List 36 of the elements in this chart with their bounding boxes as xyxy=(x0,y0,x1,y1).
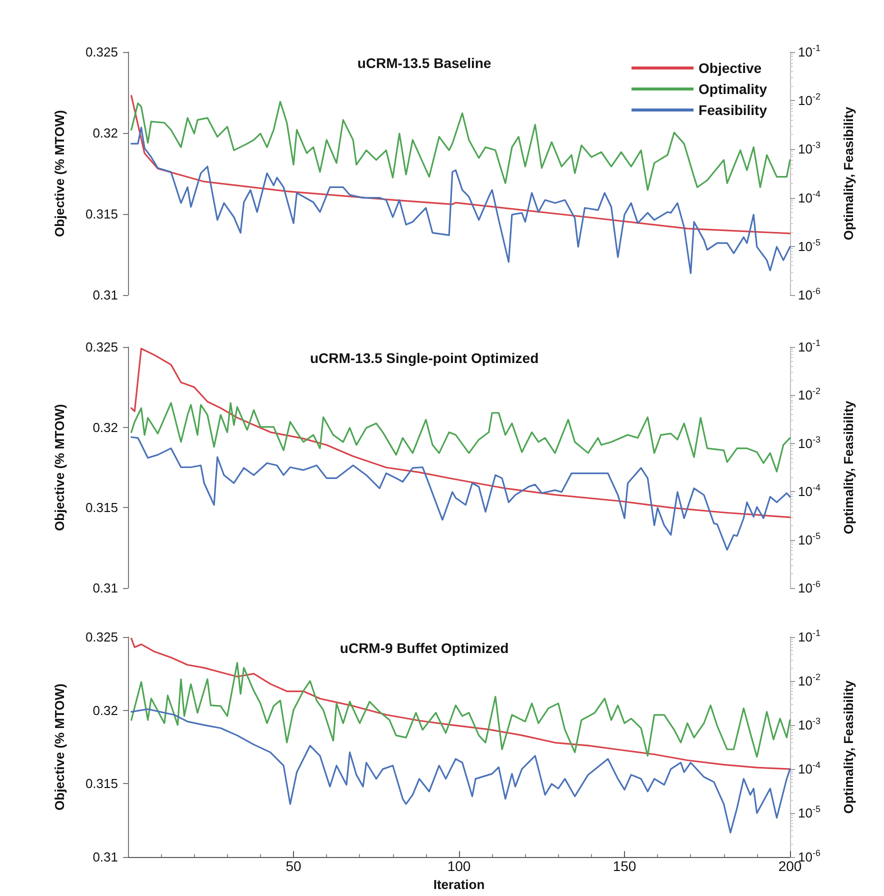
legend-label: Feasibility xyxy=(698,102,768,118)
chart-title: uCRM-13.5 Baseline xyxy=(357,55,492,71)
legend-label: Objective xyxy=(698,60,762,76)
chart-title: uCRM-9 Buffet Optimized xyxy=(340,640,509,656)
y-tick-label: 0.31 xyxy=(92,580,118,596)
y-tick-label: 0.31 xyxy=(92,850,118,865)
x-tick-label: 50 xyxy=(286,858,302,874)
line-series xyxy=(130,348,791,518)
y-axis-title: Objective (% MTOW) xyxy=(52,110,67,237)
y-axis-title: Objective (% MTOW) xyxy=(52,404,67,531)
line-series xyxy=(130,402,791,472)
y-tick-label: 0.315 xyxy=(85,500,118,516)
y-tick-label: 0.325 xyxy=(85,340,118,354)
line-series xyxy=(130,100,791,191)
y-tick-label: 0.315 xyxy=(85,206,118,222)
y-tick-label: 0.32 xyxy=(92,420,118,435)
line-series xyxy=(130,638,791,770)
line-series xyxy=(130,708,791,834)
y-tick-label: 0.315 xyxy=(85,776,118,792)
y-tick-label: 0.32 xyxy=(92,126,118,140)
x-axis-title: Iteration xyxy=(433,877,485,892)
x-tick-label: 150 xyxy=(612,858,636,874)
y2-axis-title: Optimality, Feasibility xyxy=(841,680,856,814)
y-tick-label: 0.31 xyxy=(92,288,118,302)
line-series xyxy=(130,436,791,551)
line-series xyxy=(130,662,791,758)
y2-axis-title: Optimality, Feasibility xyxy=(841,106,856,240)
legend-label: Optimality xyxy=(698,81,768,97)
x-tick-label: 100 xyxy=(447,858,471,874)
y2-axis-title: Optimality, Feasibility xyxy=(841,400,856,534)
y-axis-title: Objective (% MTOW) xyxy=(52,684,67,810)
y-tick-label: 0.32 xyxy=(92,702,118,718)
y-tick-label: 0.325 xyxy=(85,44,118,60)
y-tick-label: 0.325 xyxy=(85,630,118,644)
line-series xyxy=(130,126,791,274)
chart-title: uCRM-13.5 Single-point Optimized xyxy=(310,350,539,366)
